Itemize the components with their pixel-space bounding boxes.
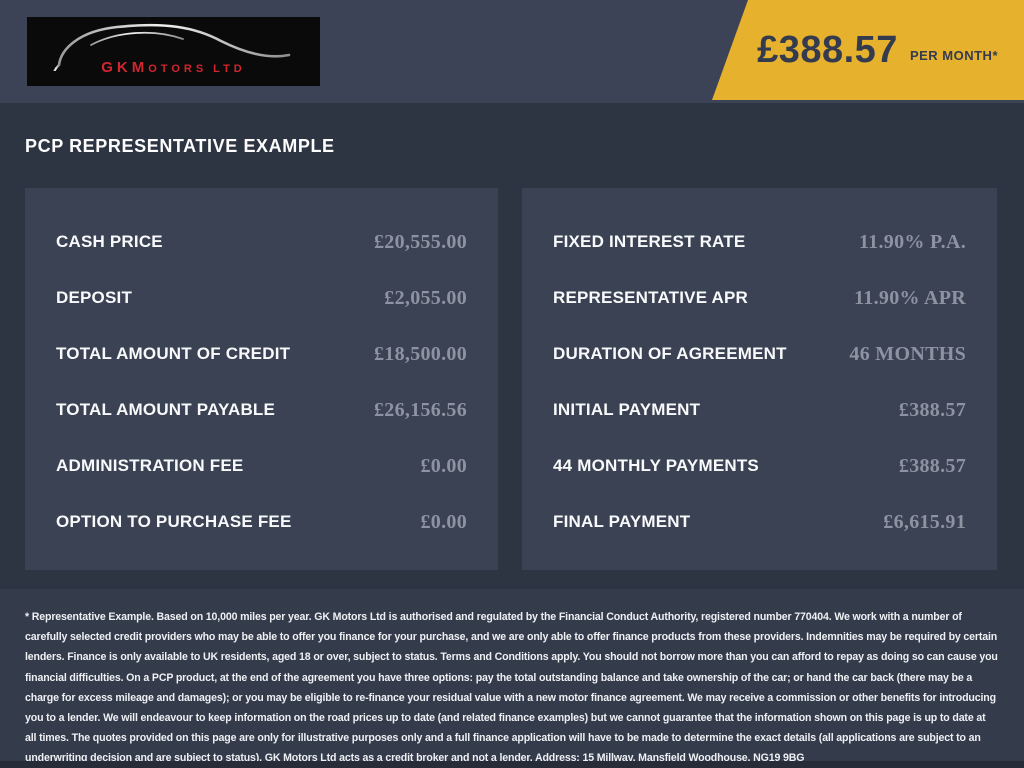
disclaimer-text: * Representative Example. Based on 10,00… (25, 611, 998, 765)
row-value: 11.90% P.A. (858, 230, 966, 253)
row-label: FIXED INTEREST RATE (553, 232, 746, 251)
finance-row-deposit: DEPOSIT £2,055.00 (56, 270, 467, 326)
finance-row-monthly-payments: 44 MONTHLY PAYMENTS £388.57 (553, 438, 966, 494)
row-value: £0.00 (420, 454, 467, 477)
row-value: £388.57 (898, 454, 966, 477)
finance-panel-left: CASH PRICE £20,555.00 DEPOSIT £2,055.00 … (25, 188, 498, 570)
row-label: INITIAL PAYMENT (553, 400, 701, 419)
row-value: 46 MONTHS (849, 342, 966, 365)
row-value: £388.57 (898, 398, 966, 421)
monthly-price: £388.57 (757, 28, 898, 71)
row-value: £0.00 (420, 510, 467, 533)
finance-panel-right: FIXED INTEREST RATE 11.90% P.A. REPRESEN… (522, 188, 997, 570)
finance-row-cash-price: CASH PRICE £20,555.00 (56, 214, 467, 270)
dealer-logo[interactable]: GKMOTORS LTD (27, 17, 320, 86)
row-label: FINAL PAYMENT (553, 512, 691, 531)
row-label: DEPOSIT (56, 288, 133, 307)
row-value: £26,156.56 (374, 398, 467, 421)
finance-row-option-fee: OPTION TO PURCHASE FEE £0.00 (56, 494, 467, 550)
row-label: OPTION TO PURCHASE FEE (56, 512, 292, 531)
price-banner: £388.57 PER MONTH* (712, 0, 1024, 100)
row-label: TOTAL AMOUNT OF CREDIT (56, 344, 291, 363)
row-value: 11.90% APR (854, 286, 966, 309)
dealer-logo-wordmark: GKMOTORS LTD (27, 59, 320, 77)
page-title: PCP REPRESENTATIVE EXAMPLE (25, 136, 335, 156)
logo-text-part1: GKM (101, 59, 149, 76)
finance-row-apr: REPRESENTATIVE APR 11.90% APR (553, 270, 966, 326)
row-label: ADMINISTRATION FEE (56, 456, 244, 475)
finance-row-duration: DURATION OF AGREEMENT 46 MONTHS (553, 326, 966, 382)
car-silhouette-icon (53, 23, 291, 71)
row-value: £20,555.00 (374, 230, 467, 253)
logo-text-part2: OTORS (148, 63, 208, 75)
row-label: REPRESENTATIVE APR (553, 288, 749, 307)
finance-row-final-payment: FINAL PAYMENT £6,615.91 (553, 494, 966, 550)
finance-row-initial-payment: INITIAL PAYMENT £388.57 (553, 382, 966, 438)
monthly-price-period: PER MONTH* (909, 47, 998, 63)
finance-row-admin-fee: ADMINISTRATION FEE £0.00 (56, 438, 467, 494)
row-value: £6,615.91 (883, 510, 966, 533)
row-label: TOTAL AMOUNT PAYABLE (56, 400, 276, 419)
row-value: £18,500.00 (374, 342, 467, 365)
row-value: £2,055.00 (384, 286, 467, 309)
row-label: CASH PRICE (56, 232, 163, 251)
footer-bottom-bar (0, 761, 1024, 768)
row-label: DURATION OF AGREEMENT (553, 344, 787, 363)
finance-row-total-credit: TOTAL AMOUNT OF CREDIT £18,500.00 (56, 326, 467, 382)
header: GKMOTORS LTD £388.57 PER MONTH* (0, 0, 1024, 103)
finance-row-total-payable: TOTAL AMOUNT PAYABLE £26,156.56 (56, 382, 467, 438)
footer: * Representative Example. Based on 10,00… (0, 589, 1024, 768)
logo-text-part3: LTD (213, 63, 246, 75)
row-label: 44 MONTHLY PAYMENTS (553, 456, 759, 475)
finance-row-interest-rate: FIXED INTEREST RATE 11.90% P.A. (553, 214, 966, 270)
